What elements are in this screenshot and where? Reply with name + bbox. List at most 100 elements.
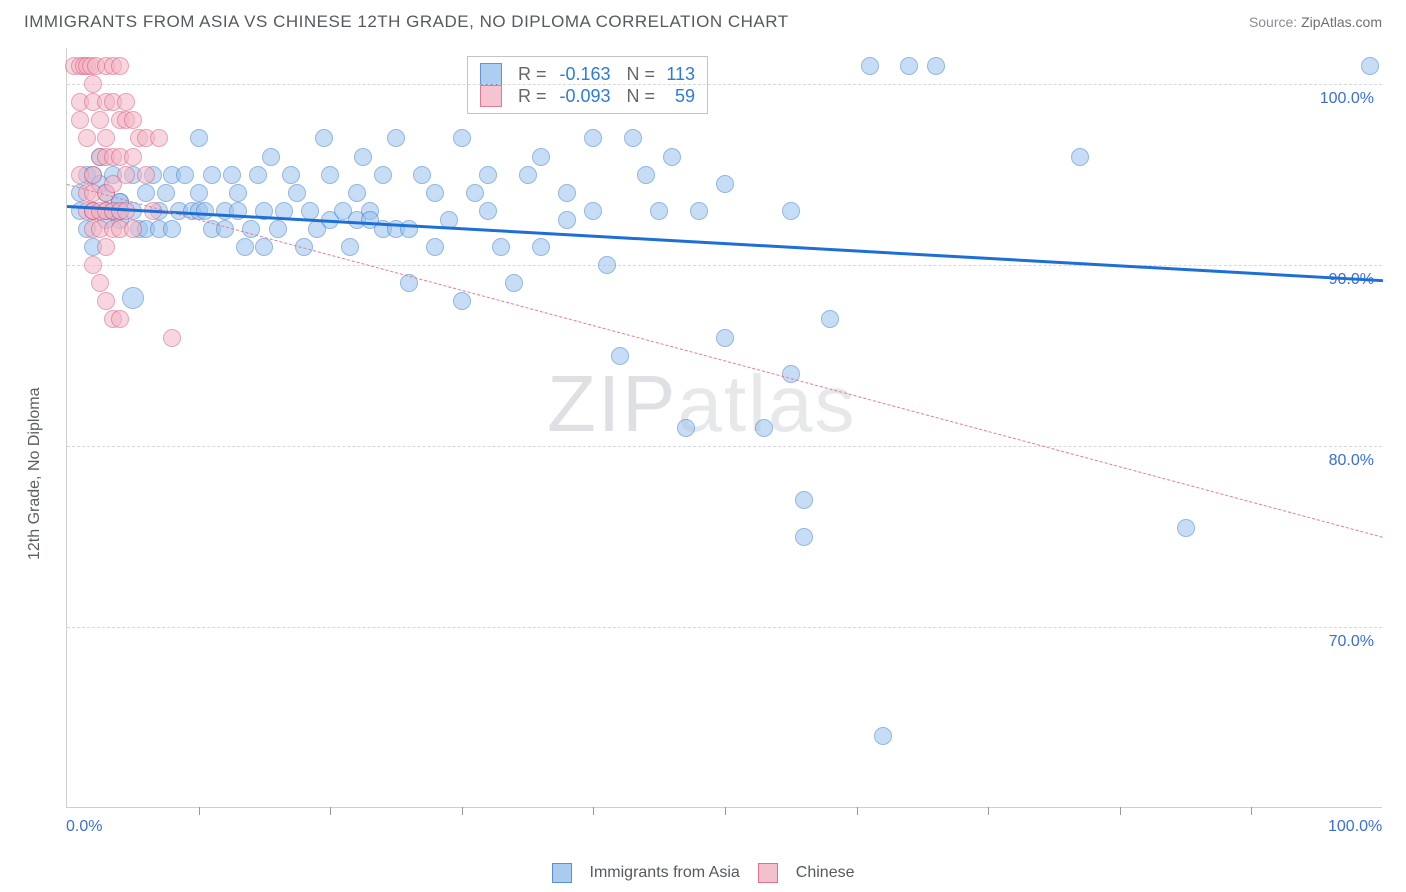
watermark: ZIPatlas	[547, 358, 856, 450]
data-point	[157, 184, 175, 202]
data-point	[97, 238, 115, 256]
data-point	[341, 238, 359, 256]
data-point	[223, 166, 241, 184]
data-point	[288, 184, 306, 202]
data-point	[637, 166, 655, 184]
legend-stats: R =-0.163 N =113	[512, 64, 695, 85]
data-point	[249, 166, 267, 184]
data-point	[861, 57, 879, 75]
data-point	[236, 238, 254, 256]
data-point	[690, 202, 708, 220]
data-point	[84, 166, 102, 184]
y-axis-label: 12th Grade, No Diploma	[26, 387, 44, 560]
data-point	[532, 148, 550, 166]
data-point	[492, 238, 510, 256]
data-point	[124, 111, 142, 129]
data-point	[558, 184, 576, 202]
data-point	[163, 329, 181, 347]
data-point	[479, 202, 497, 220]
data-point	[117, 166, 135, 184]
data-point	[505, 274, 523, 292]
data-point	[1177, 519, 1195, 537]
data-point	[354, 148, 372, 166]
data-point	[413, 166, 431, 184]
data-point	[1071, 148, 1089, 166]
data-point	[426, 184, 444, 202]
data-point	[584, 129, 602, 147]
x-tick	[330, 807, 331, 815]
data-point	[900, 57, 918, 75]
data-point	[479, 166, 497, 184]
x-tick	[1120, 807, 1121, 815]
data-point	[91, 274, 109, 292]
source-label: Source:	[1249, 14, 1297, 30]
data-point	[78, 129, 96, 147]
data-point	[150, 129, 168, 147]
data-point	[584, 202, 602, 220]
y-tick-label: 70.0%	[1329, 633, 1374, 651]
x-tick	[593, 807, 594, 815]
data-point	[874, 727, 892, 745]
data-point	[650, 202, 668, 220]
legend-label: Immigrants from Asia	[590, 864, 740, 882]
data-point	[117, 93, 135, 111]
x-tick-label: 100.0%	[1328, 818, 1382, 836]
data-point	[677, 419, 695, 437]
data-point	[426, 238, 444, 256]
x-tick-label: 0.0%	[66, 818, 102, 836]
data-point	[387, 129, 405, 147]
data-point	[453, 129, 471, 147]
data-point	[124, 220, 142, 238]
legend-label: Chinese	[796, 864, 855, 882]
data-point	[755, 419, 773, 437]
legend-swatch	[552, 863, 572, 883]
x-tick	[199, 807, 200, 815]
data-point	[122, 287, 144, 309]
bottom-legend: Immigrants from Asia Chinese	[0, 858, 1406, 888]
source-attribution: Source: ZipAtlas.com	[1249, 14, 1382, 30]
data-point	[255, 238, 273, 256]
data-point	[321, 166, 339, 184]
gridline	[67, 84, 1382, 85]
data-point	[137, 166, 155, 184]
scatter-chart: ZIPatlas R =-0.163 N =113 R =-0.093 N =5…	[66, 48, 1382, 808]
data-point	[301, 202, 319, 220]
data-point	[821, 310, 839, 328]
data-point	[111, 310, 129, 328]
data-point	[269, 220, 287, 238]
data-point	[163, 220, 181, 238]
data-point	[1361, 57, 1379, 75]
chart-title: IMMIGRANTS FROM ASIA VS CHINESE 12TH GRA…	[24, 12, 789, 32]
regression-line	[67, 184, 1383, 538]
data-point	[97, 129, 115, 147]
x-tick	[462, 807, 463, 815]
data-point	[598, 256, 616, 274]
legend-swatch	[480, 85, 502, 107]
gridline	[67, 627, 1382, 628]
data-point	[466, 184, 484, 202]
data-point	[374, 166, 392, 184]
legend-stats: R =-0.093 N =59	[512, 86, 695, 107]
data-point	[282, 166, 300, 184]
data-point	[532, 238, 550, 256]
data-point	[348, 184, 366, 202]
data-point	[176, 166, 194, 184]
data-point	[229, 184, 247, 202]
data-point	[716, 329, 734, 347]
data-point	[111, 57, 129, 75]
gridline	[67, 265, 1382, 266]
data-point	[558, 211, 576, 229]
y-tick-label: 100.0%	[1320, 90, 1374, 108]
data-point	[519, 166, 537, 184]
data-point	[663, 148, 681, 166]
data-point	[84, 256, 102, 274]
x-tick	[1251, 807, 1252, 815]
data-point	[716, 175, 734, 193]
data-point	[71, 111, 89, 129]
data-point	[782, 202, 800, 220]
gridline	[67, 446, 1382, 447]
data-point	[84, 75, 102, 93]
x-tick	[857, 807, 858, 815]
data-point	[124, 148, 142, 166]
data-point	[795, 491, 813, 509]
